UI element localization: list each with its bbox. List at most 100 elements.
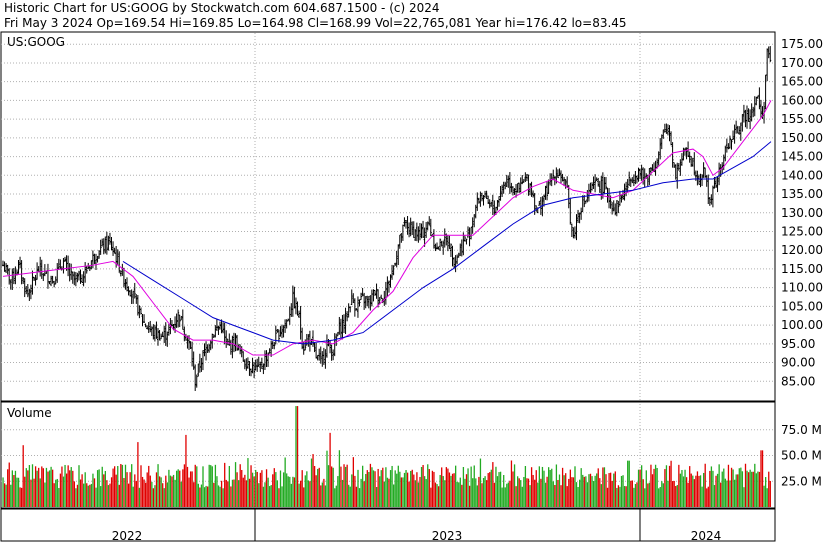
ohlc-bar	[570, 223, 573, 237]
ohlc-bar	[631, 177, 634, 184]
ohlc-bar	[263, 350, 266, 370]
ohlc-bar	[356, 296, 359, 318]
volume-bar	[337, 476, 339, 507]
volume-bar	[33, 478, 35, 507]
volume-bar	[14, 470, 17, 507]
volume-bar	[484, 476, 486, 507]
ohlc-bar	[671, 142, 674, 168]
ohlc-bar	[716, 176, 719, 193]
volume-bar	[650, 464, 652, 507]
volume-bar	[340, 466, 342, 507]
volume-bar	[358, 488, 361, 507]
ohlc-bar	[364, 296, 367, 309]
ohlc-bar	[471, 217, 474, 234]
ohlc-bar	[437, 246, 440, 250]
ohlc-bar	[170, 320, 173, 327]
volume-bar	[101, 466, 103, 507]
volume-bar	[549, 469, 551, 507]
volume-bar	[425, 479, 427, 507]
ohlc-bar	[313, 342, 316, 353]
volume-bar	[622, 475, 624, 507]
volume-bar	[24, 476, 26, 507]
ohlc-bar	[474, 204, 477, 219]
volume-bar	[13, 475, 15, 507]
volume-bar	[242, 477, 244, 507]
volume-bar	[261, 470, 263, 507]
volume-bar	[109, 483, 111, 507]
ohlc-bar	[110, 236, 113, 251]
ohlc-bar	[181, 309, 184, 331]
volume-bar	[627, 460, 629, 507]
ohlc-bar	[504, 181, 507, 190]
ohlc-bar	[208, 343, 211, 353]
ohlc-bar	[569, 197, 572, 225]
volume-bar	[661, 481, 663, 507]
volume-bar	[374, 471, 376, 507]
ohlc-bar	[591, 182, 593, 191]
ohlc-bar	[470, 226, 473, 240]
volume-bar	[510, 460, 513, 507]
ohlc-bar	[595, 177, 598, 181]
ohlc-bar	[377, 289, 380, 308]
volume-bar	[360, 478, 362, 507]
ohlc-bar	[724, 145, 727, 162]
ohlc-bar	[620, 195, 623, 203]
volume-bar	[698, 475, 700, 507]
volume-bar	[247, 458, 249, 507]
volume-bar	[616, 487, 618, 507]
ohlc-bar	[206, 344, 209, 353]
ohlc-bar	[498, 196, 500, 207]
ohlc-bar	[198, 353, 201, 373]
volume-bar	[518, 478, 520, 507]
volume-bar	[430, 487, 432, 507]
ohlc-bar	[532, 190, 535, 198]
ohlc-bar	[51, 275, 54, 284]
ohlc-bar	[279, 326, 282, 337]
ohlc-bar	[116, 249, 119, 266]
volume-bar	[160, 477, 162, 507]
volume-bar	[281, 486, 283, 507]
volume-bar	[558, 474, 561, 507]
volume-bar	[59, 473, 62, 507]
ohlc-bar	[742, 104, 745, 123]
ohlc-bar	[408, 222, 411, 238]
volume-bar	[659, 487, 661, 507]
volume-bar	[605, 474, 607, 507]
volume-bar	[507, 482, 509, 507]
volume-bar	[81, 474, 83, 507]
volume-bar	[363, 481, 365, 507]
volume-bar	[687, 482, 689, 507]
ohlc-bar	[690, 155, 693, 167]
volume-bar	[208, 464, 210, 507]
ohlc-bar	[436, 242, 438, 250]
volume-bar	[318, 467, 320, 507]
ohlc-bar	[405, 220, 407, 229]
ohlc-bar	[660, 134, 663, 150]
ohlc-bar	[270, 340, 273, 357]
ohlc-bar	[618, 190, 621, 206]
volume-bar	[332, 467, 334, 507]
volume-bar	[724, 478, 726, 507]
ohlc-bar	[166, 331, 169, 347]
ohlc-bar	[33, 276, 35, 281]
ohlc-bar	[750, 103, 753, 122]
ohlc-bar	[597, 177, 600, 187]
volume-bar	[307, 480, 310, 507]
volume-bar	[489, 472, 491, 507]
volume-bar	[103, 474, 105, 507]
volume-bar	[400, 477, 403, 507]
volume-bar	[104, 470, 106, 507]
volume-bar	[532, 474, 534, 507]
volume-bar	[273, 468, 275, 507]
ohlc-bar	[752, 106, 755, 118]
volume-bar	[721, 471, 723, 507]
volume-bar	[217, 485, 220, 507]
ohlc-bar	[560, 170, 562, 183]
gridlines	[1, 33, 775, 400]
volume-bar	[726, 480, 728, 507]
ohlc-bar	[666, 124, 669, 136]
ohlc-bar	[59, 259, 62, 269]
volume-bar	[267, 477, 269, 507]
ohlc-bar	[164, 322, 167, 346]
ohlc-bar	[253, 361, 256, 379]
